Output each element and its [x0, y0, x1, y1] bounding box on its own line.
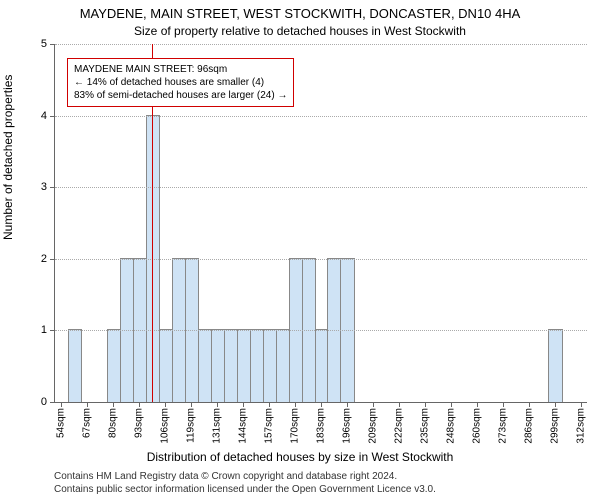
ytick-mark	[50, 44, 55, 45]
xtick-mark	[529, 402, 530, 407]
xtick-label: 67sqm	[82, 408, 93, 438]
gridline	[55, 259, 587, 260]
xtick-label: 183sqm	[316, 408, 327, 444]
xtick-label: 235sqm	[419, 408, 430, 444]
xtick-mark	[295, 402, 296, 407]
xtick-label: 131sqm	[212, 408, 223, 444]
xtick-label: 54sqm	[56, 408, 67, 438]
xtick-mark	[165, 402, 166, 407]
ytick-label: 4	[41, 110, 47, 122]
gridline	[55, 187, 587, 188]
xtick-mark	[451, 402, 452, 407]
y-axis-label: Number of detached properties	[1, 75, 15, 240]
xtick-label: 222sqm	[393, 408, 404, 444]
xtick-mark	[373, 402, 374, 407]
annotation-line-2: ← 14% of detached houses are smaller (4)	[74, 76, 287, 89]
xtick-mark	[61, 402, 62, 407]
xtick-label: 312sqm	[575, 408, 586, 444]
xtick-label: 273sqm	[497, 408, 508, 444]
xtick-label: 119sqm	[186, 408, 197, 443]
footnote-line-1: Contains HM Land Registry data © Crown c…	[54, 470, 436, 483]
ytick-mark	[50, 330, 55, 331]
plot-area: 012345 54sqm67sqm80sqm93sqm106sqm119sqm1…	[54, 44, 587, 403]
x-axis-label: Distribution of detached houses by size …	[0, 450, 600, 464]
xtick-label: 286sqm	[523, 408, 534, 444]
xtick-mark	[191, 402, 192, 407]
xtick-label: 299sqm	[549, 408, 560, 444]
gridline	[55, 330, 587, 331]
ytick-mark	[50, 116, 55, 117]
xtick-mark	[87, 402, 88, 407]
xtick-label: 260sqm	[471, 408, 482, 444]
annotation-line-3: 83% of semi-detached houses are larger (…	[74, 89, 287, 102]
xtick-mark	[425, 402, 426, 407]
ytick-mark	[50, 402, 55, 403]
xtick-mark	[399, 402, 400, 407]
xtick-label: 209sqm	[367, 408, 378, 444]
xtick-mark	[581, 402, 582, 407]
xtick-mark	[217, 402, 218, 407]
xtick-mark	[113, 402, 114, 407]
xtick-label: 93sqm	[134, 408, 145, 438]
footnote-line-2: Contains public sector information licen…	[54, 483, 436, 496]
ytick-label: 2	[41, 253, 47, 265]
xtick-mark	[269, 402, 270, 407]
xtick-label: 196sqm	[341, 408, 352, 444]
xtick-mark	[321, 402, 322, 407]
ytick-mark	[50, 259, 55, 260]
xtick-label: 80sqm	[108, 408, 119, 438]
ytick-label: 3	[41, 181, 47, 193]
xtick-label: 248sqm	[445, 408, 456, 444]
xtick-label: 170sqm	[290, 408, 301, 444]
xtick-label: 106sqm	[160, 408, 171, 444]
footnote: Contains HM Land Registry data © Crown c…	[54, 470, 436, 496]
bar	[548, 329, 562, 402]
xtick-mark	[243, 402, 244, 407]
xtick-label: 157sqm	[264, 408, 275, 444]
ytick-label: 1	[41, 324, 47, 336]
ytick-mark	[50, 187, 55, 188]
bar	[68, 329, 82, 402]
gridline	[55, 116, 587, 117]
annotation-box: MAYDENE MAIN STREET: 96sqm ← 14% of deta…	[67, 58, 294, 107]
xtick-mark	[347, 402, 348, 407]
gridline	[55, 44, 587, 45]
chart-subtitle: Size of property relative to detached ho…	[0, 24, 600, 38]
xtick-mark	[555, 402, 556, 407]
xtick-mark	[477, 402, 478, 407]
xtick-label: 144sqm	[238, 408, 249, 444]
ytick-label: 0	[41, 396, 47, 408]
xtick-mark	[139, 402, 140, 407]
ytick-label: 5	[41, 38, 47, 50]
chart-title: MAYDENE, MAIN STREET, WEST STOCKWITH, DO…	[0, 6, 600, 21]
xtick-mark	[503, 402, 504, 407]
annotation-line-1: MAYDENE MAIN STREET: 96sqm	[74, 63, 287, 76]
